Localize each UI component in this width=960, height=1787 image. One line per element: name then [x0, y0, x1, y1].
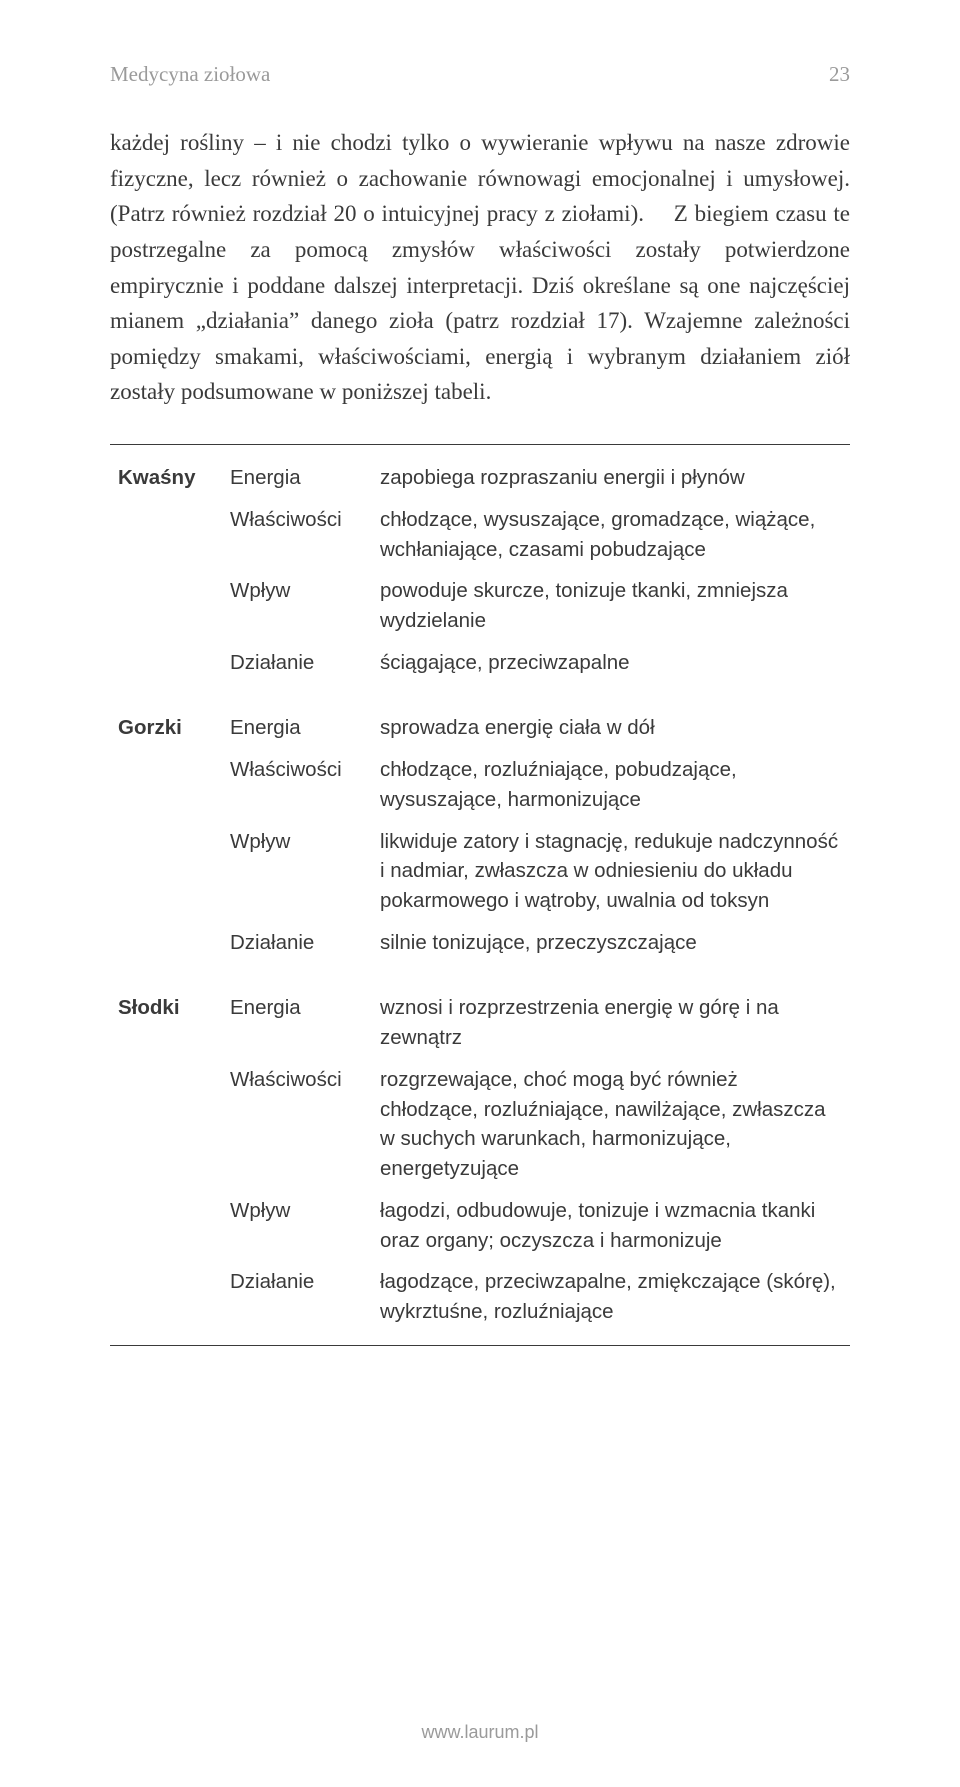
description-cell: ściągające, przeciwzapalne	[380, 642, 850, 696]
table-row: Działaniesilnie tonizujące, przeczyszcza…	[110, 922, 850, 976]
taste-cell	[110, 499, 230, 570]
description-cell: wznosi i rozprzestrzenia energię w górę …	[380, 975, 850, 1058]
taste-cell	[110, 1261, 230, 1345]
attribute-cell: Działanie	[230, 922, 380, 976]
table-row: Działanieściągające, przeciwzapalne	[110, 642, 850, 696]
footer: www.laurum.pl	[0, 1722, 960, 1743]
taste-cell: Kwaśny	[110, 445, 230, 499]
attribute-cell: Energia	[230, 695, 380, 749]
footer-url: www.laurum.pl	[421, 1722, 538, 1742]
description-cell: łagodzi, odbudowuje, tonizuje i wzmacnia…	[380, 1190, 850, 1261]
taste-cell	[110, 922, 230, 976]
page: Medycyna ziołowa 23 każdej rośliny – i n…	[0, 0, 960, 1787]
description-cell: zapobiega rozpraszaniu energii i płynów	[380, 445, 850, 499]
taste-cell: Gorzki	[110, 695, 230, 749]
taste-cell	[110, 821, 230, 922]
table-row: Wpływlikwiduje zatory i stagnację, reduk…	[110, 821, 850, 922]
header-title: Medycyna ziołowa	[110, 62, 270, 87]
page-header: Medycyna ziołowa 23	[110, 62, 850, 87]
description-cell: chłodzące, rozluźniające, pobudzające, w…	[380, 749, 850, 820]
body-paragraph: każdej rośliny – i nie chodzi tylko o wy…	[110, 125, 850, 410]
attribute-cell: Energia	[230, 975, 380, 1058]
table-row: Właściwościchłodzące, rozluźniające, pob…	[110, 749, 850, 820]
table-row: Właściwościrozgrzewające, choć mogą być …	[110, 1059, 850, 1190]
taste-cell	[110, 570, 230, 641]
table-row: Wpływpowoduje skurcze, tonizuje tkanki, …	[110, 570, 850, 641]
taste-cell: Słodki	[110, 975, 230, 1058]
attribute-cell: Właściwości	[230, 749, 380, 820]
attribute-cell: Właściwości	[230, 499, 380, 570]
taste-cell	[110, 749, 230, 820]
attribute-cell: Wpływ	[230, 821, 380, 922]
attribute-cell: Działanie	[230, 642, 380, 696]
attribute-cell: Właściwości	[230, 1059, 380, 1190]
taste-cell	[110, 642, 230, 696]
table-row: Właściwościchłodzące, wysuszające, groma…	[110, 499, 850, 570]
table-row: KwaśnyEnergiazapobiega rozpraszaniu ener…	[110, 445, 850, 499]
description-cell: likwiduje zatory i stagnację, redukuje n…	[380, 821, 850, 922]
description-cell: powoduje skurcze, tonizuje tkanki, zmnie…	[380, 570, 850, 641]
table-row: Działaniełagodzące, przeciwzapalne, zmię…	[110, 1261, 850, 1345]
table-row: Wpływłagodzi, odbudowuje, tonizuje i wzm…	[110, 1190, 850, 1261]
description-cell: łagodzące, przeciwzapalne, zmiękczające …	[380, 1261, 850, 1345]
attribute-cell: Energia	[230, 445, 380, 499]
attribute-cell: Wpływ	[230, 1190, 380, 1261]
taste-cell	[110, 1059, 230, 1190]
description-cell: sprowadza energię ciała w dół	[380, 695, 850, 749]
attribute-cell: Wpływ	[230, 570, 380, 641]
table-row: GorzkiEnergiasprowadza energię ciała w d…	[110, 695, 850, 749]
taste-cell	[110, 1190, 230, 1261]
tastes-table: KwaśnyEnergiazapobiega rozpraszaniu ener…	[110, 444, 850, 1346]
description-cell: silnie tonizujące, przeczyszczające	[380, 922, 850, 976]
description-cell: chłodzące, wysuszające, gromadzące, wiąż…	[380, 499, 850, 570]
description-cell: rozgrzewające, choć mogą być również chł…	[380, 1059, 850, 1190]
page-number: 23	[829, 62, 850, 87]
table-row: SłodkiEnergiawznosi i rozprzestrzenia en…	[110, 975, 850, 1058]
attribute-cell: Działanie	[230, 1261, 380, 1345]
